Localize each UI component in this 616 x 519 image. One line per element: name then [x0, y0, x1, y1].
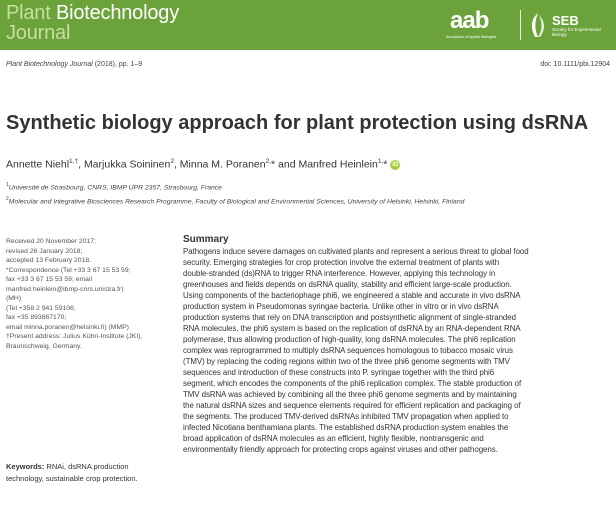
seb-leaf-icon	[531, 13, 545, 37]
correspondence-line: *Correspondence (Tel +33 3 67 15 53 59;	[6, 266, 131, 274]
journal-title-word-journal: Journal	[6, 22, 71, 44]
citation-line: Plant Biotechnology Journal (2018), pp. …	[6, 61, 610, 68]
correspondence-line: (MH)	[6, 295, 22, 302]
society-logos: aab Association of Applied Biologists SE…	[446, 8, 602, 42]
keywords-label: Keywords:	[6, 462, 45, 471]
summary-line: polymerase, thus allowing production of …	[183, 335, 516, 344]
doi-link[interactable]: doi: 10.1111/pbi.12904	[540, 61, 610, 68]
author-affiliation-marker: 2,	[265, 158, 272, 165]
summary-line: production system in Pseudomonas syringa…	[183, 302, 499, 311]
journal-title: Plant Biotechnology Journal	[6, 3, 179, 43]
affiliation-1: 1Université de Strasbourg, CNRS, IBMP UP…	[6, 182, 222, 191]
summary-line: greenhouses and fields depends on dsRNA …	[183, 280, 512, 289]
keywords: Keywords: RNAi, dsRNA production technol…	[6, 461, 166, 484]
keywords-text: RNAi, dsRNA production technology, susta…	[6, 462, 138, 483]
journal-header: Plant Biotechnology Journal aab Associat…	[0, 0, 616, 50]
summary-line: complex was reprogrammed to multiply dsR…	[183, 346, 513, 355]
present-address: Braunschweig, Germany.	[6, 342, 82, 350]
author-affiliation-marker: 1,†	[69, 158, 79, 165]
correspondence-line: fax +35 893867170;	[6, 314, 67, 321]
author-affiliation-marker: 1,	[377, 158, 384, 165]
summary-line: segment, which encodes the components of…	[183, 379, 522, 388]
summary-line: environmentally friendly approach for pr…	[183, 445, 498, 454]
author-separator: and	[275, 158, 299, 171]
summary-section: Summary Pathogens induce severe damages …	[183, 234, 611, 455]
article-history-sidebar: Received 20 November 2017; revised 26 Ja…	[6, 237, 174, 351]
author-affiliation-marker: 2	[170, 158, 174, 165]
author-name[interactable]: Annette Niehl	[6, 158, 70, 171]
author-name[interactable]: Manfred Heinlein	[298, 158, 378, 171]
author-list: Annette Niehl1,†, Marjukka Soininen2, Mi…	[6, 158, 401, 171]
seb-logo: SEB Society for Experimental Biology	[527, 11, 602, 39]
aab-logo-text: aab	[450, 7, 489, 34]
journal-title-word-plant: Plant	[6, 2, 51, 24]
accepted-date: accepted 13 February 2018.	[6, 257, 92, 264]
summary-line: Pathogens induce severe damages on culti…	[183, 247, 529, 256]
received-date: Received 20 November 2017;	[6, 238, 96, 245]
logo-divider	[520, 10, 521, 40]
citation-journal: Plant Biotechnology Journal	[6, 61, 93, 68]
summary-line: RNA molecules, the phi6 system is based …	[183, 324, 521, 333]
orcid-icon[interactable]: iD	[390, 159, 401, 170]
summary-line: double-stranded (ds)RNA to trigger RNA i…	[183, 269, 496, 278]
affiliation-text: Molecular and Integrative Biosciences Re…	[8, 198, 465, 206]
seb-logo-subtext: Society for Experimental Biology	[552, 26, 601, 37]
summary-heading: Summary	[183, 234, 229, 245]
summary-line: broad application of dsRNA molecules as …	[183, 434, 484, 443]
correspondence-email[interactable]: manfred.heinlein@ibmp-cnrs.unistra.fr)	[6, 285, 124, 293]
summary-line: security. Emerging strategies for crop p…	[183, 258, 500, 267]
affiliation-number: 2	[6, 196, 9, 202]
summary-body: Pathogens induce severe damages on culti…	[183, 246, 611, 455]
aab-logo: aab Association of Applied Biologists	[446, 8, 514, 42]
journal-title-word-biotechnology: Biotechnology	[50, 2, 179, 24]
affiliation-number: 1	[6, 182, 9, 188]
summary-line: the segments. The produced TMV-derived d…	[183, 412, 509, 421]
affiliation-2: 2Molecular and Integrative Biosciences R…	[6, 196, 464, 205]
correspondence-email[interactable]: email minna.poranen@helsinki.fi) (MMP)	[6, 323, 129, 331]
summary-line: (TMV) by replacing the coding regions wi…	[183, 357, 510, 366]
author-separator: ,	[78, 158, 84, 171]
revised-date: revised 26 January 2018;	[6, 247, 83, 255]
aab-logo-subtext: Association of Applied Biologists	[446, 35, 497, 39]
author-name[interactable]: Minna M. Poranen	[179, 158, 266, 171]
affiliation-text: Université de Strasbourg, CNRS, IBMP UPR…	[8, 184, 222, 192]
correspondence-line: (Tel +358 2 941 59106;	[6, 304, 76, 312]
summary-line: Using components of the bacteriophage ph…	[183, 291, 521, 300]
author-name[interactable]: Marjukka Soininen	[83, 158, 171, 171]
summary-line: sequences and introduction of these cons…	[183, 368, 495, 377]
summary-line: TMV dsRNA was achieved by combining all …	[183, 390, 517, 399]
author-separator: ,	[173, 158, 180, 171]
article-title: Synthetic biology approach for plant pro…	[6, 112, 589, 135]
corresponding-author-star: *	[383, 158, 388, 171]
corresponding-author-star: *	[271, 158, 276, 171]
citation-pages: (2018), pp. 1–9	[92, 61, 143, 68]
correspondence-line: fax +33 3 67 15 53 59; email	[6, 276, 92, 283]
summary-line: the natural dsRNA sizes and sequence ele…	[183, 401, 521, 410]
seb-logo-text: SEB	[552, 12, 579, 28]
summary-line: infected Nicotiana benthamiana plants. T…	[183, 423, 509, 432]
summary-line: production systems that rely on DNA tran…	[183, 313, 516, 322]
present-address: †Present address: Julius Kühn-Institute …	[6, 333, 143, 340]
